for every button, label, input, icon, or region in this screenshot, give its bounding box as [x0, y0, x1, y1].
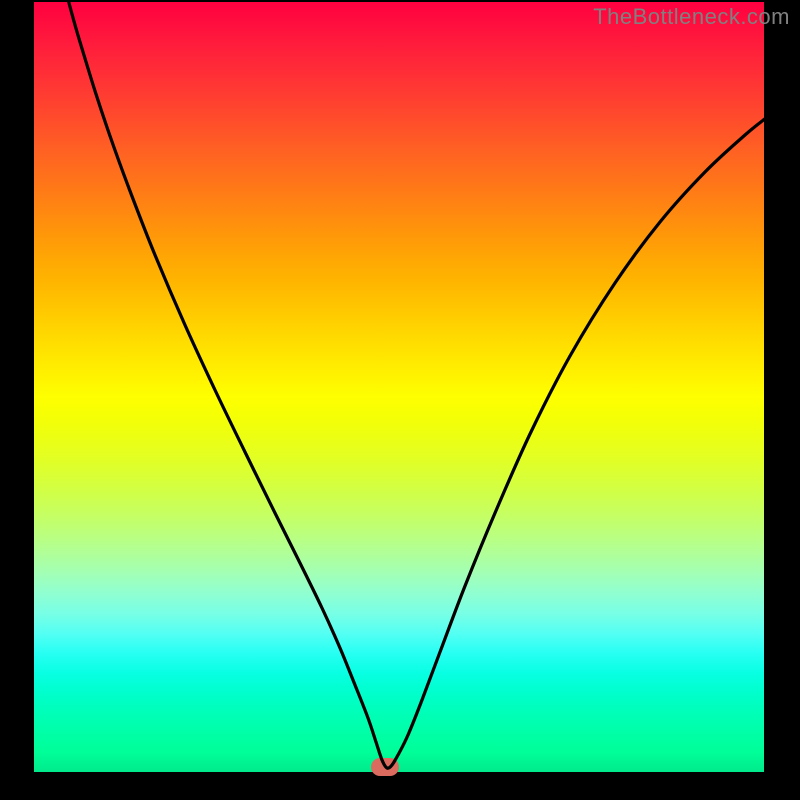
gradient-plot-area — [34, 2, 764, 772]
chart-container: TheBottleneck.com — [0, 0, 800, 800]
watermark-text: TheBottleneck.com — [593, 4, 790, 30]
minimum-marker-pill — [371, 758, 399, 776]
